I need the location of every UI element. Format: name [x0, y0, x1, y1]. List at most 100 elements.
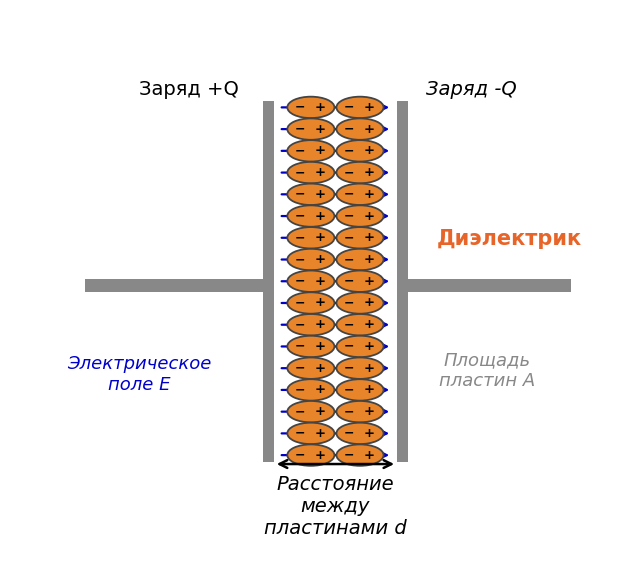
Bar — [263, 101, 274, 462]
Text: −: − — [344, 123, 355, 135]
Ellipse shape — [337, 227, 383, 248]
Ellipse shape — [287, 140, 335, 162]
Text: −: − — [295, 210, 305, 222]
Text: +: + — [315, 210, 326, 222]
Text: +: + — [315, 362, 326, 375]
Ellipse shape — [337, 97, 383, 118]
Text: −: − — [344, 318, 355, 331]
Text: +: + — [315, 275, 326, 288]
Text: +: + — [315, 340, 326, 353]
Text: −: − — [295, 318, 305, 331]
Text: −: − — [295, 427, 305, 440]
Text: Электрическое
поле E: Электрическое поле E — [67, 356, 212, 394]
Text: −: − — [295, 340, 305, 353]
Text: +: + — [364, 101, 375, 114]
Text: −: − — [344, 449, 355, 461]
Text: +: + — [315, 231, 326, 244]
Ellipse shape — [337, 119, 383, 140]
Text: −: − — [295, 449, 305, 461]
Text: −: − — [295, 362, 305, 375]
Text: −: − — [344, 427, 355, 440]
Text: +: + — [315, 383, 326, 397]
Text: −: − — [344, 188, 355, 201]
Text: Площадь
пластин A: Площадь пластин A — [438, 351, 535, 390]
Text: +: + — [315, 449, 326, 461]
Text: +: + — [315, 253, 326, 266]
Text: +: + — [364, 449, 375, 461]
Text: +: + — [315, 101, 326, 114]
Text: +: + — [364, 275, 375, 288]
Ellipse shape — [337, 292, 383, 314]
Text: +: + — [315, 144, 326, 157]
Text: +: + — [364, 340, 375, 353]
Text: +: + — [315, 188, 326, 201]
Text: −: − — [295, 253, 305, 266]
Text: +: + — [364, 144, 375, 157]
Text: +: + — [364, 188, 375, 201]
Text: +: + — [364, 405, 375, 418]
Text: −: − — [295, 275, 305, 288]
Ellipse shape — [287, 119, 335, 140]
Text: −: − — [344, 362, 355, 375]
Ellipse shape — [337, 206, 383, 227]
Text: Заряд -Q: Заряд -Q — [426, 80, 517, 99]
Text: −: − — [344, 253, 355, 266]
Text: −: − — [295, 383, 305, 397]
Text: −: − — [295, 405, 305, 418]
Text: −: − — [344, 101, 355, 114]
Ellipse shape — [337, 249, 383, 270]
Ellipse shape — [287, 314, 335, 335]
Ellipse shape — [287, 162, 335, 184]
Text: +: + — [364, 296, 375, 310]
Bar — [403, 280, 571, 292]
Ellipse shape — [287, 336, 335, 357]
Ellipse shape — [287, 184, 335, 205]
Ellipse shape — [287, 206, 335, 227]
Ellipse shape — [337, 270, 383, 292]
Ellipse shape — [337, 184, 383, 205]
Ellipse shape — [337, 314, 383, 335]
Ellipse shape — [287, 97, 335, 118]
Text: +: + — [315, 166, 326, 179]
Ellipse shape — [337, 140, 383, 162]
Ellipse shape — [287, 357, 335, 379]
Text: +: + — [364, 210, 375, 222]
Text: −: − — [344, 340, 355, 353]
Text: Расстояние
между
пластинами d: Расстояние между пластинами d — [264, 475, 407, 538]
Text: −: − — [344, 296, 355, 310]
Ellipse shape — [287, 445, 335, 466]
Text: +: + — [364, 123, 375, 135]
Text: Диэлектрик: Диэлектрик — [436, 229, 582, 249]
Text: +: + — [315, 318, 326, 331]
Ellipse shape — [287, 423, 335, 444]
Text: −: − — [344, 383, 355, 397]
Text: −: − — [295, 123, 305, 135]
Text: +: + — [364, 253, 375, 266]
Text: +: + — [364, 427, 375, 440]
Text: −: − — [295, 188, 305, 201]
Text: +: + — [364, 318, 375, 331]
Ellipse shape — [287, 379, 335, 401]
Text: Заряд +Q: Заряд +Q — [139, 80, 239, 99]
Text: +: + — [364, 166, 375, 179]
Ellipse shape — [337, 336, 383, 357]
Ellipse shape — [337, 401, 383, 422]
Bar — [85, 280, 269, 292]
Text: −: − — [344, 166, 355, 179]
Text: −: − — [295, 101, 305, 114]
Ellipse shape — [337, 423, 383, 444]
Text: +: + — [315, 296, 326, 310]
Text: +: + — [364, 362, 375, 375]
Ellipse shape — [287, 227, 335, 248]
Bar — [397, 101, 408, 462]
Ellipse shape — [337, 445, 383, 466]
Text: −: − — [295, 166, 305, 179]
Text: −: − — [344, 405, 355, 418]
Ellipse shape — [287, 401, 335, 422]
Ellipse shape — [337, 357, 383, 379]
Ellipse shape — [337, 162, 383, 184]
Text: +: + — [364, 231, 375, 244]
Text: −: − — [295, 144, 305, 157]
Text: −: − — [344, 231, 355, 244]
Ellipse shape — [287, 292, 335, 314]
